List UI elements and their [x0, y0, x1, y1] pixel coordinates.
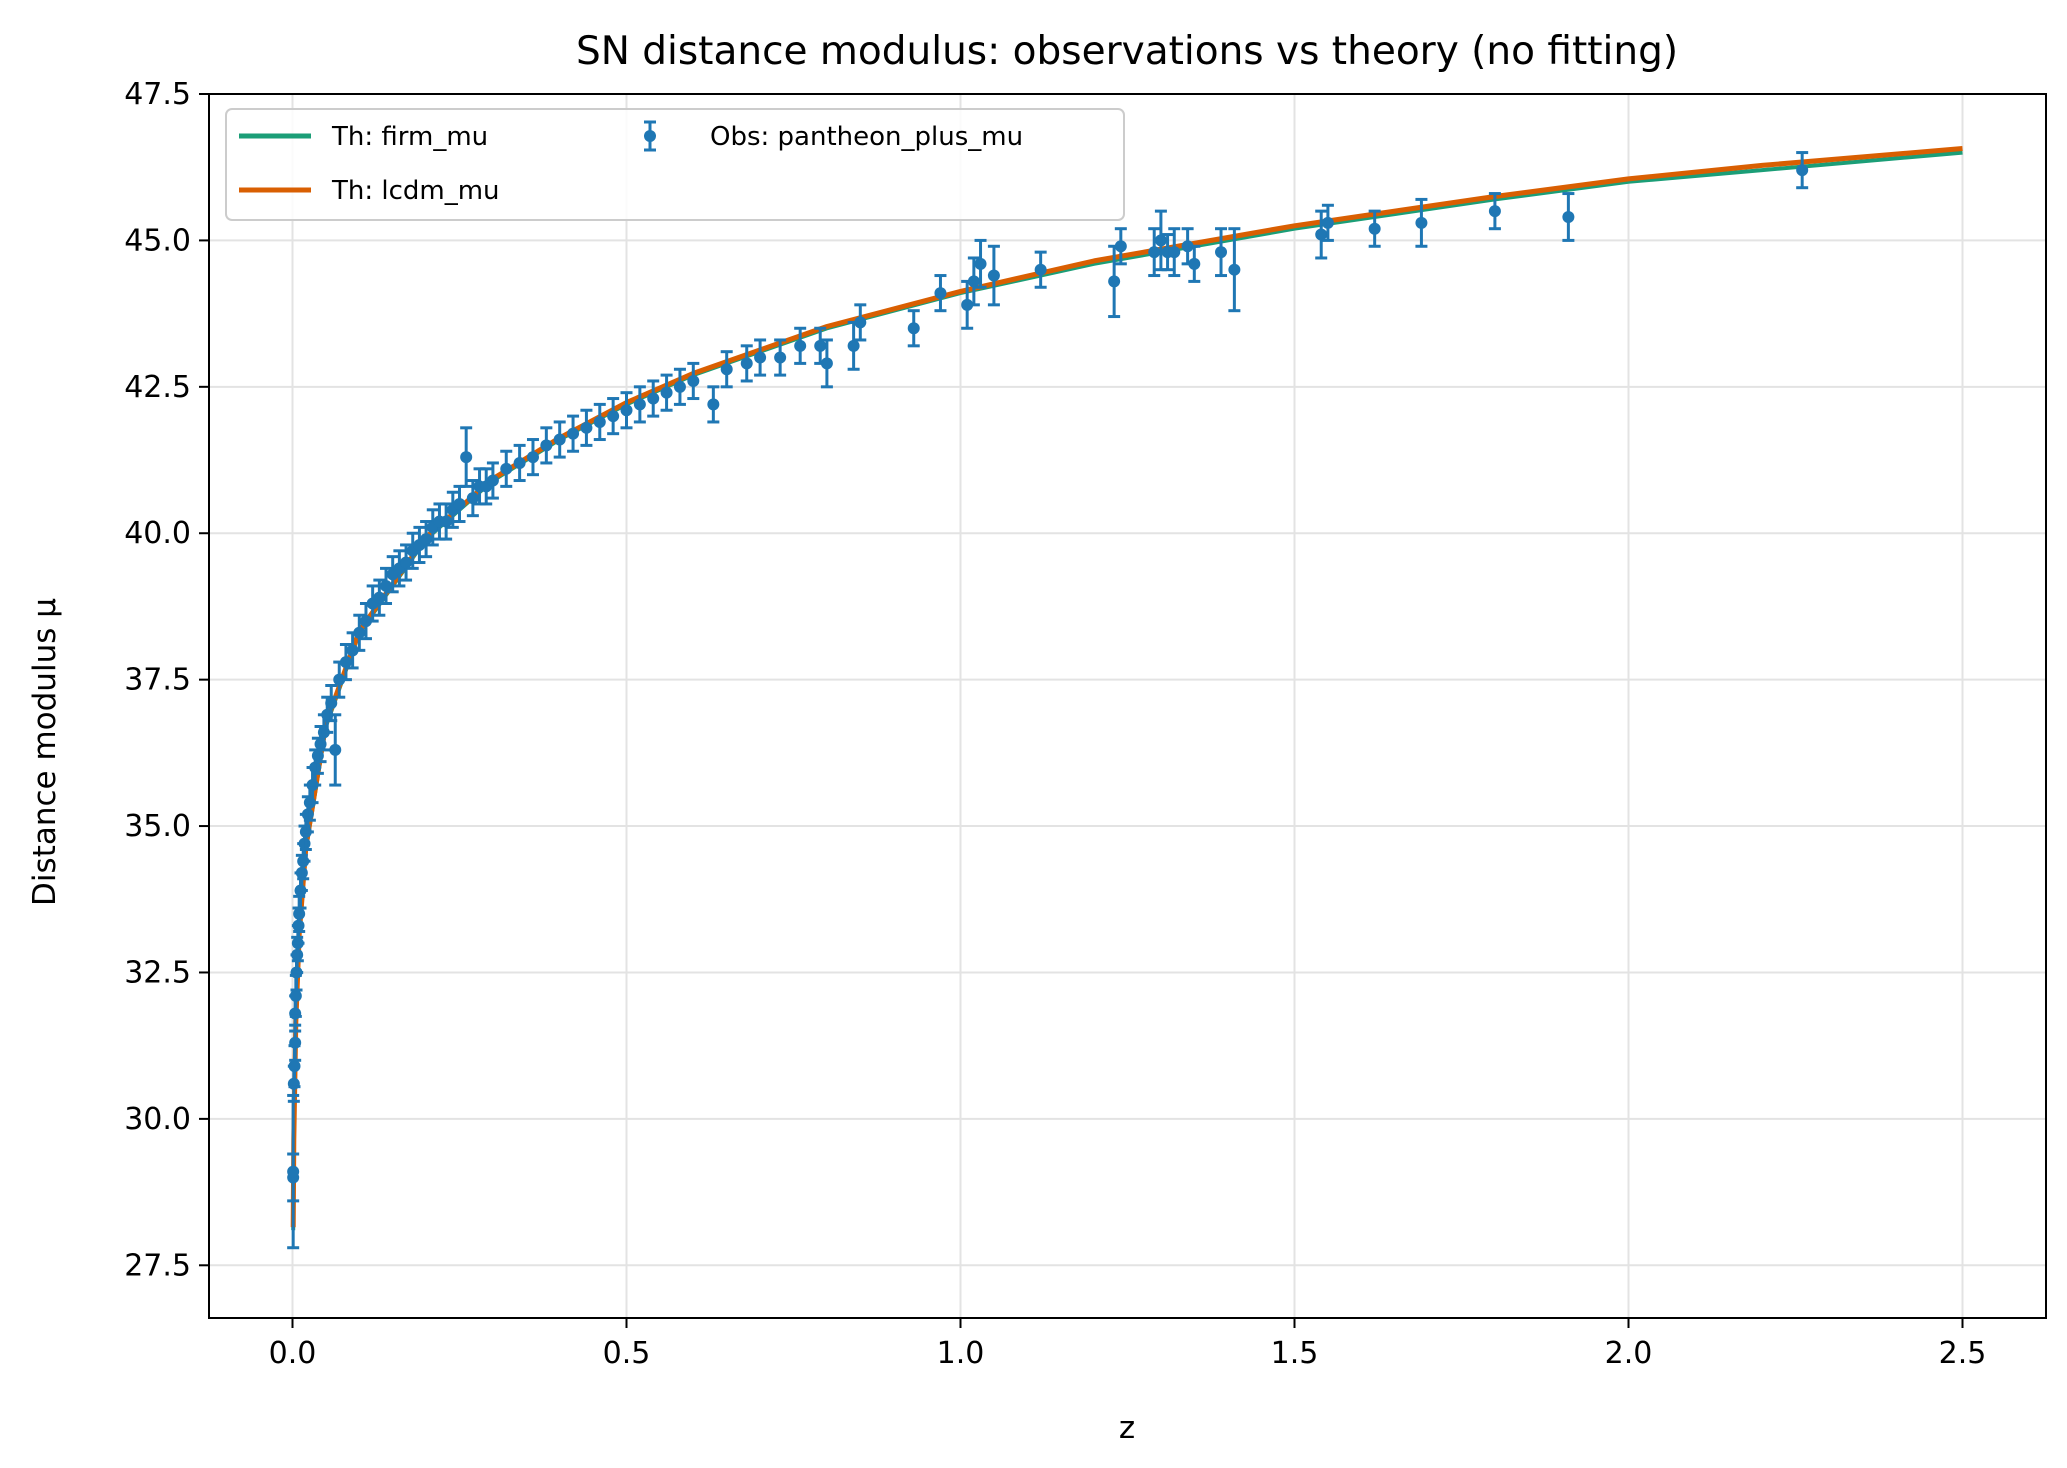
- obs-point: [1228, 227, 1241, 313]
- obs-point: [440, 502, 453, 541]
- y-tick-label: 27.5: [124, 1248, 191, 1283]
- y-axis-label: Distance modulus μ: [27, 598, 63, 906]
- x-axis-label: z: [1119, 1410, 1135, 1446]
- obs-point: [567, 414, 580, 453]
- obs-point: [1034, 250, 1047, 289]
- obs-point: [400, 543, 413, 582]
- x-tick-label: 2.0: [1605, 1336, 1653, 1371]
- obs-point: [1368, 209, 1381, 248]
- obs-point: [907, 309, 920, 348]
- obs-point: [393, 549, 406, 588]
- obs-point: [339, 643, 352, 682]
- obs-point: [553, 420, 566, 459]
- legend-swatch-obs: [644, 120, 656, 152]
- plot-area: [287, 146, 1963, 1250]
- obs-point: [707, 385, 720, 424]
- obs-point: [1315, 209, 1328, 260]
- legend: Th: firm_mu Th: lcdm_mu Obs: pantheon_pl…: [225, 108, 1125, 221]
- obs-point: [1562, 192, 1575, 242]
- obs-point: [526, 438, 539, 477]
- obs-point: [673, 367, 686, 406]
- obs-point: [687, 361, 700, 401]
- y-tick-label: 32.5: [124, 955, 191, 990]
- obs-point: [366, 584, 379, 623]
- obs-point: [1154, 209, 1167, 272]
- obs-point: [380, 566, 393, 606]
- legend-label-firm: Th: firm_mu: [331, 122, 488, 152]
- obs-point: [854, 303, 867, 342]
- obs-point: [774, 338, 787, 377]
- obs-point: [373, 578, 386, 617]
- obs-point: [1188, 244, 1201, 283]
- obs-point: [740, 344, 753, 383]
- obs-point: [329, 713, 342, 787]
- obs-point: [1321, 203, 1334, 242]
- plot-frame: [208, 93, 2047, 1319]
- obs-point: [1148, 227, 1161, 278]
- obs-point: [1488, 192, 1501, 231]
- x-tick-label: 0.5: [603, 1336, 651, 1371]
- x-tick-label: 0.0: [269, 1336, 317, 1371]
- obs-point: [359, 602, 372, 641]
- obs-point: [420, 520, 433, 559]
- y-tick-label: 42.5: [124, 370, 191, 405]
- y-tick-label: 40.0: [124, 516, 191, 551]
- x-axis-ticks: 0.0 0.5 1.0 1.5 2.0 2.5: [269, 1318, 1987, 1371]
- y-tick-label: 47.5: [124, 77, 191, 112]
- obs-point: [974, 238, 987, 289]
- y-tick-label: 35.0: [124, 809, 191, 844]
- obs-point: [486, 461, 499, 500]
- obs-point: [1168, 227, 1181, 278]
- obs-point: [633, 385, 646, 424]
- obs-point: [1114, 227, 1127, 266]
- obs-point: [660, 373, 673, 412]
- obs-point: [460, 426, 473, 488]
- x-tick-label: 1.5: [1271, 1336, 1319, 1371]
- obs-point: [540, 426, 553, 465]
- obs-point: [967, 256, 980, 307]
- legend-label-lcdm: Th: lcdm_mu: [331, 176, 500, 206]
- obs-point: [1415, 197, 1428, 248]
- obs-point: [453, 484, 466, 524]
- legend-box: [225, 108, 1125, 221]
- obs-point: [1215, 227, 1228, 278]
- obs-point: [593, 402, 606, 442]
- obs-point: [934, 274, 947, 313]
- y-tick-label: 30.0: [124, 1102, 191, 1137]
- obs-point: [987, 244, 1000, 307]
- chart-title: SN distance modulus: observations vs the…: [576, 29, 1678, 74]
- obs-point: [794, 326, 807, 365]
- obs-point: [847, 320, 860, 371]
- obs-point: [1796, 151, 1809, 190]
- series-line-firm: [291, 150, 1963, 1231]
- obs-point: [620, 391, 633, 430]
- obs-point: [466, 479, 479, 518]
- y-tick-label: 37.5: [124, 663, 191, 698]
- obs-point: [287, 1093, 300, 1250]
- obs-point: [607, 397, 620, 436]
- x-tick-label: 2.5: [1939, 1336, 1987, 1371]
- series-line-lcdm: [290, 146, 1963, 1228]
- x-tick-label: 1.0: [937, 1336, 985, 1371]
- obs-point: [720, 350, 733, 389]
- obs-point: [754, 338, 767, 377]
- obs-point: [500, 449, 513, 488]
- obs-point: [580, 408, 593, 447]
- obs-point: [513, 443, 526, 483]
- obs-point: [647, 379, 660, 418]
- obs-point: [1108, 244, 1121, 319]
- y-tick-label: 45.0: [124, 223, 191, 258]
- obs-point: [820, 338, 833, 389]
- obs-point: [353, 613, 366, 652]
- y-axis-ticks: 27.5 30.0 32.5 35.0 37.5 40.0 42.5 45.0 47.5: [124, 77, 209, 1283]
- obs-point: [289, 1023, 302, 1062]
- legend-label-obs: Obs: pantheon_plus_mu: [710, 122, 1023, 152]
- grid: [209, 93, 2046, 1318]
